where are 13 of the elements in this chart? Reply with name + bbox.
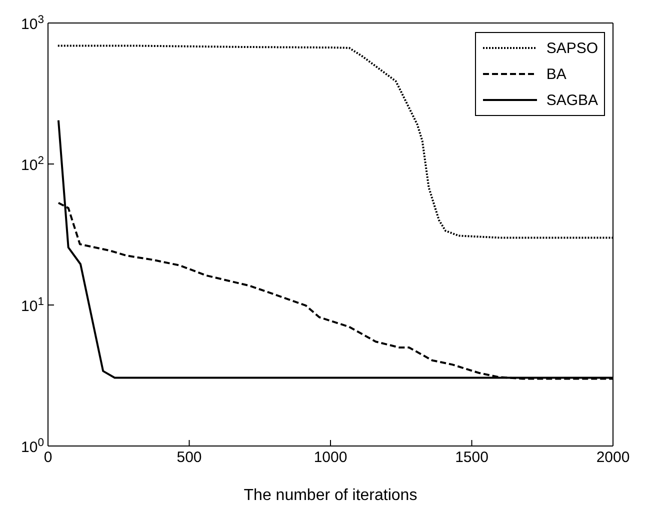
y-tick-label: 10$^{2}$ [21, 155, 44, 174]
legend-label: BA [546, 66, 566, 82]
x-tick-label: 1000 [314, 449, 348, 466]
y-tick-label: 10$^{0}$ [21, 437, 44, 456]
legend-label: SAPSO [546, 40, 598, 56]
x-tick-label: 0 [44, 449, 52, 466]
x-tick-label: 1500 [455, 449, 488, 466]
x-tick-label: 2000 [596, 449, 630, 466]
legend-label: SAGBA [546, 92, 598, 108]
y-tick-label: 10$^{1}$ [21, 296, 44, 315]
y-tick-label: 10$^{3}$ [21, 14, 44, 33]
x-tick-label: 500 [176, 449, 202, 466]
x-axis-title: The number of iterations [244, 487, 418, 504]
